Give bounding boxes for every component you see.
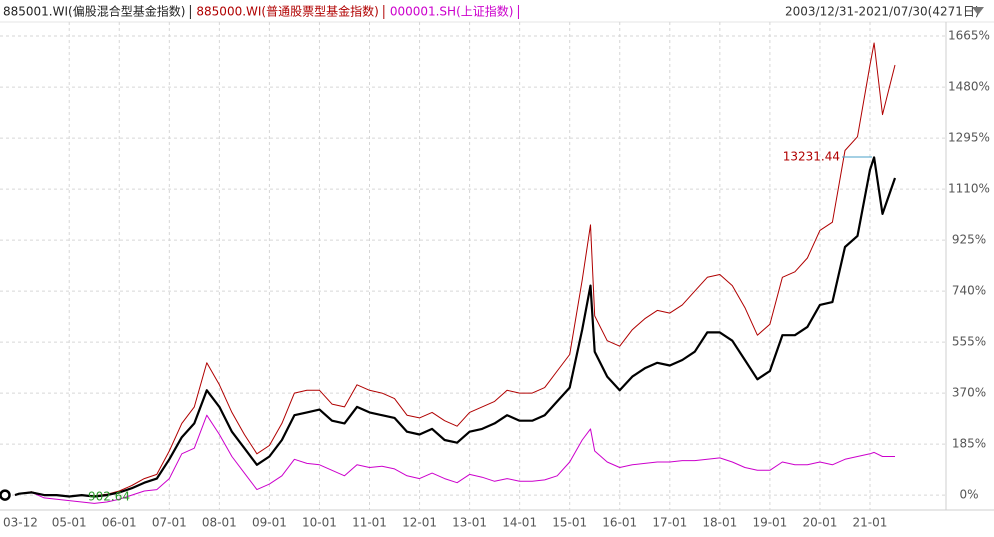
y-tick-label: 1295%	[948, 131, 990, 145]
series-line	[14, 156, 897, 498]
x-tick-label: 20-01	[802, 516, 837, 530]
annotation: 902.64	[88, 490, 130, 504]
date-range[interactable]: 2003/12/31-2021/07/30(4271日)	[785, 5, 980, 19]
y-tick-label: 555%	[952, 335, 986, 349]
series-line	[14, 42, 896, 497]
start-marker	[0, 489, 11, 501]
x-tick-label: 15-01	[552, 516, 587, 530]
legend-entry: 885000.WI(普通股票型基金指数)	[196, 4, 378, 19]
x-tick-label: 08-01	[202, 516, 237, 530]
x-tick-label: 17-01	[652, 516, 687, 530]
x-tick-label: 09-01	[252, 516, 287, 530]
x-tick-label: 03-12	[3, 516, 38, 530]
legend-entry: 885001.WI(偏股混合型基金指数)	[3, 4, 185, 19]
dropdown-arrow[interactable]	[972, 7, 984, 15]
y-tick-label: 185%	[952, 437, 986, 451]
x-tick-label: 12-01	[402, 516, 437, 530]
y-tick-label: 740%	[952, 284, 986, 298]
x-tick-label: 10-01	[302, 516, 337, 530]
x-tick-label: 18-01	[702, 516, 737, 530]
x-tick-label: 13-01	[452, 516, 487, 530]
x-tick-label: 06-01	[102, 516, 137, 530]
y-tick-label: 925%	[952, 233, 986, 247]
y-tick-label: 370%	[952, 386, 986, 400]
series-line	[14, 414, 895, 504]
y-tick-label: 1665%	[948, 29, 990, 43]
x-tick-label: 21-01	[853, 516, 888, 530]
x-tick-label: 19-01	[752, 516, 787, 530]
y-tick-label: 1110%	[948, 182, 990, 196]
x-tick-label: 16-01	[602, 516, 637, 530]
annotation: 13231.44	[783, 150, 840, 164]
y-tick-label: 0%	[959, 488, 978, 502]
x-tick-label: 05-01	[52, 516, 87, 530]
legend: 885001.WI(偏股混合型基金指数) 885000.WI(普通股票型基金指数)…	[3, 4, 519, 19]
x-tick-label: 07-01	[152, 516, 187, 530]
legend-entry: 000001.SH(上证指数)	[390, 4, 514, 19]
x-tick-label: 14-01	[502, 516, 537, 530]
x-tick-label: 11-01	[352, 516, 387, 530]
y-tick-label: 1480%	[948, 80, 990, 94]
